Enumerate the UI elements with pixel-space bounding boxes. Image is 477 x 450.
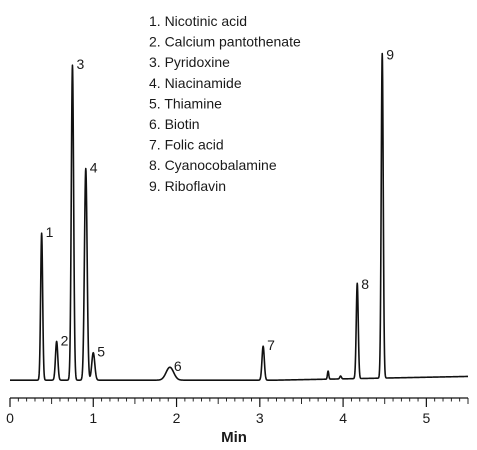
x-tick-label: 3 — [256, 410, 264, 426]
peak-labels: 1 2 3 4 5 6 7 8 9 — [46, 47, 395, 375]
x-tick-label: 0 — [6, 410, 14, 426]
x-tick-label: 4 — [339, 410, 347, 426]
legend-entry-3: 3. Pyridoxine — [149, 54, 230, 70]
x-tick-label: 5 — [423, 410, 431, 426]
legend-entry-8: 8. Cyanocobalamine — [149, 157, 277, 173]
legend-entry-5: 5. Thiamine — [149, 95, 222, 111]
legend-entry-7: 7. Folic acid — [149, 137, 224, 153]
peak-label-9: 9 — [386, 47, 394, 63]
legend-entry-9: 9. Riboflavin — [149, 178, 226, 194]
x-axis-ticks — [9, 398, 469, 407]
chart-legend: 1. Nicotinic acid 2. Calcium pantothenate… — [149, 13, 301, 194]
peak-label-4: 4 — [90, 160, 98, 176]
peak-label-2: 2 — [61, 332, 69, 348]
legend-entry-4: 4. Niacinamide — [149, 75, 242, 91]
x-axis-title: Min — [221, 429, 247, 446]
peak-label-6: 6 — [174, 358, 182, 374]
legend-entry-1: 1. Nicotinic acid — [149, 13, 247, 29]
chromatogram-trace — [9, 52, 469, 381]
peak-label-8: 8 — [361, 276, 369, 292]
x-tick-label: 2 — [173, 410, 181, 426]
x-tick-label: 1 — [89, 410, 97, 426]
legend-entry-6: 6. Biotin — [149, 116, 200, 132]
peak-label-5: 5 — [97, 344, 105, 360]
peak-label-3: 3 — [77, 56, 85, 72]
x-axis-tick-labels: 0 1 2 3 4 5 — [6, 410, 430, 426]
legend-entry-2: 2. Calcium pantothenate — [149, 34, 301, 50]
peak-label-1: 1 — [46, 224, 54, 240]
peak-label-7: 7 — [267, 337, 275, 353]
